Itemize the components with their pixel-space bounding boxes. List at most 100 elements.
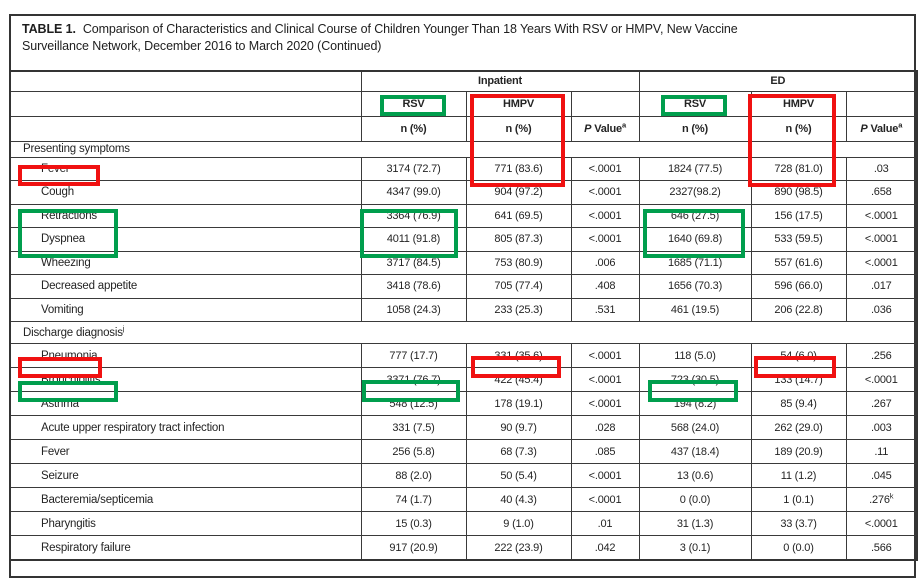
ed-pvalue-cell: .017 xyxy=(845,274,918,299)
ed-rsv-cell: 461 (19.5) xyxy=(638,297,752,322)
inpatient-hmpv-cell: 233 (25.3) xyxy=(465,297,572,322)
inpatient-rsv-npct-header: n (%) xyxy=(360,115,467,142)
inpatient-pvalue-cell: .042 xyxy=(570,535,640,561)
inpatient-hmpv-cell: 753 (80.9) xyxy=(465,250,572,275)
ed-rsv-cell: 1656 (70.3) xyxy=(638,274,752,299)
ed-pvalue-cell: .03 xyxy=(845,156,918,181)
row-label: Fever xyxy=(9,156,362,181)
inpatient-hmpv-cell: 9 (1.0) xyxy=(465,511,572,536)
inpatient-pvalue-header: P Valuea xyxy=(570,115,640,142)
inpatient-pvalue-cell: .028 xyxy=(570,415,640,440)
row-label: Bronchiolitis xyxy=(9,367,362,392)
table-row-vomiting: Vomiting 1058 (24.3) 233 (25.3) .531 461 (19… xyxy=(9,297,918,322)
ed-hmpv-cell: 33 (3.7) xyxy=(750,511,847,536)
inpatient-hmpv-cell: 222 (23.9) xyxy=(465,535,572,561)
row-label: Retractions xyxy=(9,203,362,228)
inpatient-hmpv-cell: 40 (4.3) xyxy=(465,487,572,512)
table-row-bacteremia-septicemia: Bacteremia/septicemia 74 (1.7) 40 (4.3) <.0… xyxy=(9,487,918,512)
inpatient-rsv-header: RSV xyxy=(360,90,467,117)
inpatient-pvalue-cell: <.0001 xyxy=(570,367,640,392)
inpatient-rsv-cell: 548 (12.5) xyxy=(360,391,467,416)
row-label: Seizure xyxy=(9,463,362,488)
inpatient-hmpv-cell: 178 (19.1) xyxy=(465,391,572,416)
ed-rsv-cell: 3 (0.1) xyxy=(638,535,752,561)
ed-hmpv-cell: 533 (59.5) xyxy=(750,227,847,252)
table-row-asthma: Asthma 548 (12.5) 178 (19.1) <.0001 194 (8.2… xyxy=(9,391,918,416)
table-caption-line1: Comparison of Characteristics and Clinic… xyxy=(82,22,738,36)
ed-pvalue-cell: <.0001 xyxy=(845,511,918,536)
ed-pvalue-cell: .045 xyxy=(845,463,918,488)
ed-hmpv-cell: 206 (22.8) xyxy=(750,297,847,322)
ed-rsv-cell: 723 (30.5) xyxy=(638,367,752,392)
row-label: Pharyngitis xyxy=(9,511,362,536)
inpatient-pvalue-cell: .006 xyxy=(570,250,640,275)
inpatient-rsv-cell: 3364 (76.9) xyxy=(360,203,467,228)
ed-pvalue-cell: <.0001 xyxy=(845,227,918,252)
inpatient-rsv-cell: 3174 (72.7) xyxy=(360,156,467,181)
row-label: Bacteremia/septicemia xyxy=(9,487,362,512)
ed-hmpv-cell: 54 (6.0) xyxy=(750,343,847,368)
table-row-fever: Fever 3174 (72.7) 771 (83.6) <.0001 1824 (77… xyxy=(9,156,918,181)
table-number-label: TABLE 1. xyxy=(22,22,76,36)
inpatient-hmpv-cell: 641 (69.5) xyxy=(465,203,572,228)
ed-pvalue-cell: .11 xyxy=(845,439,918,464)
ed-hmpv-cell: 85 (9.4) xyxy=(750,391,847,416)
inpatient-pvalue-cell: <.0001 xyxy=(570,463,640,488)
inpatient-pvalue-cell: <.0001 xyxy=(570,180,640,205)
ed-hmpv-cell: 0 (0.0) xyxy=(750,535,847,561)
ed-pvalue-cell: .658 xyxy=(845,180,918,205)
empty-header-cell xyxy=(9,115,362,142)
ed-pvalue-cell: .267 xyxy=(845,391,918,416)
ed-hmpv-cell: 133 (14.7) xyxy=(750,367,847,392)
inpatient-hmpv-cell: 705 (77.4) xyxy=(465,274,572,299)
table-row-fever: Fever 256 (5.8) 68 (7.3) .085 437 (18.4) 189 … xyxy=(9,439,918,464)
ed-rsv-cell: 0 (0.0) xyxy=(638,487,752,512)
inpatient-pvalue-cell: <.0001 xyxy=(570,156,640,181)
row-label: Cough xyxy=(9,180,362,205)
stat-header-row: n (%) n (%) P Valuea n (%) n (%) P Valuea xyxy=(9,115,918,142)
table-row-seizure: Seizure 88 (2.0) 50 (5.4) <.0001 13 (0.6) 11 … xyxy=(9,463,918,488)
ed-hmpv-cell: 189 (20.9) xyxy=(750,439,847,464)
ed-hmpv-cell: 596 (66.0) xyxy=(750,274,847,299)
ed-hmpv-cell: 557 (61.6) xyxy=(750,250,847,275)
row-label: Wheezing xyxy=(9,250,362,275)
ed-pvalue-cell: .256 xyxy=(845,343,918,368)
empty-header-cell xyxy=(9,70,362,92)
ed-hmpv-cell: 11 (1.2) xyxy=(750,463,847,488)
ed-pvalue-cell: <.0001 xyxy=(845,367,918,392)
virus-header-row: RSV HMPV RSV HMPV xyxy=(9,90,918,117)
ed-hmpv-cell: 890 (98.5) xyxy=(750,180,847,205)
ed-rsv-cell: 1685 (71.1) xyxy=(638,250,752,275)
inpatient-pvalue-cell: .01 xyxy=(570,511,640,536)
inpatient-rsv-cell: 88 (2.0) xyxy=(360,463,467,488)
row-label: Acute upper respiratory tract infection xyxy=(9,415,362,440)
ed-rsv-cell: 118 (5.0) xyxy=(638,343,752,368)
ed-pvalue-header: P Valuea xyxy=(845,115,918,142)
section-header-row: Discharge diagnosisj xyxy=(9,321,918,344)
table-body: Presenting symptoms Fever 3174 (72.7) 771 (… xyxy=(9,140,918,561)
data-table: Inpatient ED RSV HMPV RSV HMPV n (%) n (… xyxy=(9,70,919,561)
row-label: Asthma xyxy=(9,391,362,416)
ed-hmpv-cell: 156 (17.5) xyxy=(750,203,847,228)
inpatient-hmpv-cell: 422 (45.4) xyxy=(465,367,572,392)
ed-pvalue-cell: <.0001 xyxy=(845,250,918,275)
row-label: Pneumonia xyxy=(9,343,362,368)
inpatient-rsv-cell: 3371 (76.7) xyxy=(360,367,467,392)
ed-hmpv-cell: 262 (29.0) xyxy=(750,415,847,440)
empty-header-cell xyxy=(9,90,362,117)
ed-pvalue-cell: .003 xyxy=(845,415,918,440)
table-row-bronchiolitis: Bronchiolitis 3371 (76.7) 422 (45.4) <.0001… xyxy=(9,367,918,392)
empty-header-cell xyxy=(845,90,918,117)
inpatient-pvalue-cell: .408 xyxy=(570,274,640,299)
ed-rsv-cell: 568 (24.0) xyxy=(638,415,752,440)
inpatient-rsv-cell: 74 (1.7) xyxy=(360,487,467,512)
section-label-presenting-symptoms: Presenting symptoms xyxy=(9,140,918,158)
table-row-respiratory-failure: Respiratory failure 917 (20.9) 222 (23.9).… xyxy=(9,535,918,561)
ed-hmpv-header: HMPV xyxy=(750,90,847,117)
inpatient-rsv-cell: 3717 (84.5) xyxy=(360,250,467,275)
ed-rsv-cell: 646 (27.5) xyxy=(638,203,752,228)
row-label: Decreased appetite xyxy=(9,274,362,299)
table-row-wheezing: Wheezing 3717 (84.5) 753 (80.9) .006 1685 (7… xyxy=(9,250,918,275)
group-header-ed: ED xyxy=(638,70,918,92)
